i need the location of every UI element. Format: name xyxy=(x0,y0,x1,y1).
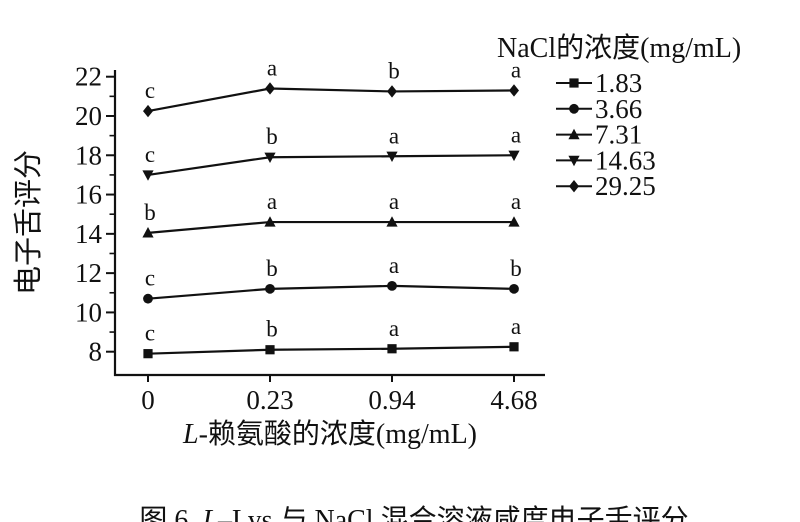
legend-title: NaCl的浓度(mg/mL) xyxy=(497,32,741,64)
x-axis-label: L-赖氨酸的浓度(mg/mL) xyxy=(182,418,477,450)
triangle-up-marker-icon xyxy=(508,216,520,227)
circle-marker-icon xyxy=(509,283,519,294)
series-line-7.31 xyxy=(147,220,514,234)
x-tick-label: 0 xyxy=(141,385,155,415)
x-tick-label: 0.23 xyxy=(246,385,293,415)
diamond-marker-icon xyxy=(387,85,397,98)
square-marker-icon xyxy=(387,344,397,354)
series-line-1.83 xyxy=(147,345,515,355)
sig-letter: b xyxy=(144,200,156,225)
y-axis-label: 电子舌评分 xyxy=(12,150,45,295)
triangle-up-marker-icon xyxy=(264,216,276,227)
sig-letter: b xyxy=(388,58,400,83)
sig-letter: c xyxy=(145,78,155,103)
y-tick-label: 12 xyxy=(75,258,102,288)
sig-letter: a xyxy=(389,253,399,278)
y-tick-label: 10 xyxy=(75,297,102,327)
sig-letter: c xyxy=(145,266,155,291)
square-marker-icon xyxy=(509,342,519,352)
caption-prefix: 图 6 xyxy=(139,505,203,522)
sig-letter: a xyxy=(511,314,521,339)
sig-letter: a xyxy=(389,123,399,148)
sig-letter: b xyxy=(266,256,278,281)
circle-marker-icon xyxy=(387,280,397,291)
triangle-down-marker-icon xyxy=(264,152,276,164)
y-tick-label: 22 xyxy=(75,62,102,92)
square-marker-icon xyxy=(569,78,579,88)
y-tick-label: 8 xyxy=(89,337,103,367)
triangle-down-marker-icon xyxy=(386,151,398,163)
y-tick-label: 16 xyxy=(75,180,102,210)
circle-marker-icon xyxy=(265,283,275,294)
sig-letter: a xyxy=(267,189,277,214)
sig-letter: a xyxy=(511,189,521,214)
sig-letter: b xyxy=(266,124,278,149)
circle-marker-icon xyxy=(143,293,153,304)
triangle-up-marker-icon xyxy=(386,216,398,227)
legend-entry-label: 3.66 xyxy=(595,94,642,124)
sig-letter: a xyxy=(267,55,277,80)
triangle-up-marker-icon xyxy=(568,128,580,140)
circle-marker-icon xyxy=(569,103,579,114)
triangle-down-marker-icon xyxy=(568,155,580,167)
diamond-marker-icon xyxy=(509,84,519,97)
series-line-14.63 xyxy=(147,154,515,177)
square-marker-icon xyxy=(265,345,275,355)
legend-entry-label: 7.31 xyxy=(595,120,642,150)
line-chart: 8 10 12 14 16 18 20 22 0 0.23 0.94 4.68 电子舌评分 L-赖氨酸的浓… xyxy=(12,32,741,450)
sig-letter: b xyxy=(510,256,522,281)
square-marker-icon xyxy=(143,349,153,359)
x-tick-label: 0.94 xyxy=(368,385,416,415)
triangle-up-marker-icon xyxy=(142,227,154,238)
triangle-down-marker-icon xyxy=(508,150,520,162)
figure-caption: 图 6 L–Lys 与 NaCl 混合溶液咸度电子舌评分 xyxy=(0,466,800,522)
sig-letter: a xyxy=(389,189,399,214)
diamond-marker-icon xyxy=(569,180,579,193)
caption-italic-l: L xyxy=(202,505,219,522)
y-tick-label: 18 xyxy=(75,140,102,170)
diamond-marker-icon xyxy=(265,82,275,95)
y-tick-label: 20 xyxy=(75,101,102,131)
x-tick-label: 4.68 xyxy=(490,385,537,415)
sig-letter: a xyxy=(389,316,399,341)
y-tick-label: 14 xyxy=(75,219,103,249)
legend-entry-label: 29.25 xyxy=(595,171,656,201)
legend-entry-label: 1.83 xyxy=(595,68,642,98)
caption-rest: –Lys 与 NaCl 混合溶液咸度电子舌评分 xyxy=(218,505,689,522)
sig-letter: b xyxy=(266,317,278,342)
diamond-marker-icon xyxy=(143,104,153,118)
sig-letter: c xyxy=(145,142,155,167)
triangle-down-marker-icon xyxy=(142,170,154,181)
series-line-3.66 xyxy=(147,284,515,300)
sig-letter: a xyxy=(511,57,521,82)
sig-letter: a xyxy=(511,122,521,147)
legend-entry-label: 14.63 xyxy=(595,145,656,175)
series-line-29.25 xyxy=(147,87,515,113)
sig-letter: c xyxy=(145,321,155,346)
chart-canvas: 8 10 12 14 16 18 20 22 0 0.23 0.94 4.68 电子舌评分 L-赖氨酸的浓… xyxy=(12,32,741,450)
